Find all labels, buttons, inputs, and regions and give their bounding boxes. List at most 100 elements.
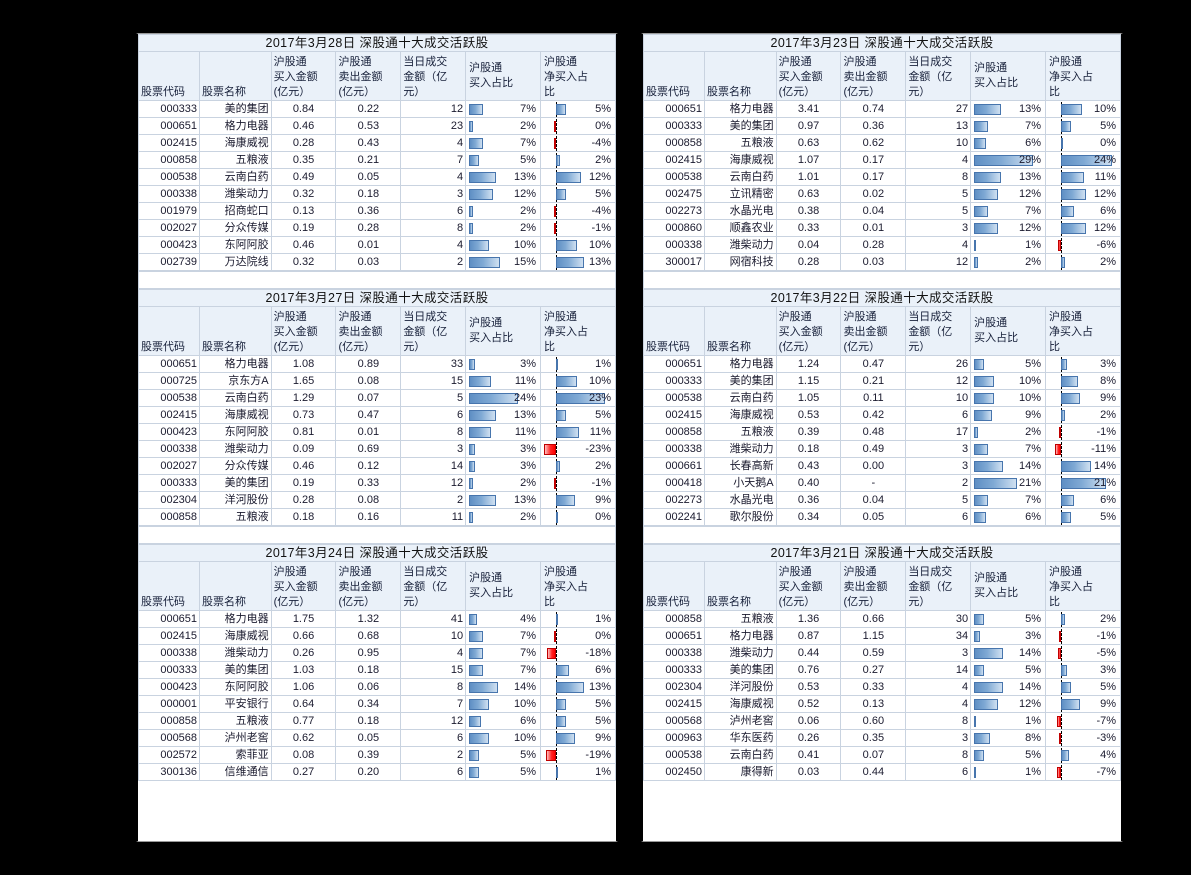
buy-ratio-bar-wrapper: 15%	[468, 255, 538, 270]
cell-turnover: 8	[400, 219, 467, 237]
cell-turnover: 33	[400, 355, 467, 373]
cell-sell-amount: 0.02	[840, 185, 907, 203]
cell-buy-amount: 0.43	[775, 457, 842, 475]
net-ratio-bar	[554, 120, 557, 132]
cell-sell-amount: 0.01	[840, 219, 907, 237]
net-ratio-cell: 1%	[540, 763, 616, 781]
header-stock-code-line-1: 股票代码	[646, 341, 690, 353]
buy-ratio-label: 5%	[520, 153, 537, 166]
header-turnover-line-2: 金额（亿	[908, 71, 953, 83]
buy-ratio-bar-wrapper: 10%	[468, 697, 538, 712]
net-ratio-cell: 10%	[540, 236, 616, 254]
header-sell-amount-line-2: 卖出金额	[338, 326, 383, 338]
buy-ratio-label: 14%	[1019, 680, 1042, 693]
header-sell-amount-line-2: 卖出金额	[843, 326, 888, 338]
buy-ratio-cell: 10%	[465, 236, 542, 254]
net-ratio-bar	[1060, 749, 1070, 761]
net-ratio-bar	[553, 205, 556, 217]
cell-sell-amount: 0.27	[840, 661, 907, 679]
net-ratio-bar	[1060, 205, 1074, 217]
net-ratio-bar-wrapper: 24%	[1048, 152, 1118, 168]
cell-stock-name: 五粮液	[199, 508, 272, 526]
buy-ratio-cell: 29%	[970, 151, 1047, 169]
buy-ratio-cell: 3%	[465, 355, 542, 373]
cell-buy-amount: 0.19	[270, 219, 337, 237]
cell-buy-amount: 0.32	[270, 185, 337, 203]
buy-ratio-label: 5%	[520, 748, 537, 761]
cell-sell-amount: 0.03	[335, 253, 402, 271]
net-ratio-bar-wrapper: 9%	[543, 492, 613, 508]
cell-buy-amount: 0.40	[775, 474, 842, 492]
cell-sell-amount: 0.60	[840, 712, 907, 730]
table-row: 000423 东阿阿胶 0.81 0.01 8 11% 11%	[137, 423, 616, 441]
net-ratio-bar-wrapper: 5%	[1048, 118, 1118, 134]
header-stock-name: 股票名称	[199, 51, 272, 101]
cell-turnover: 8	[905, 168, 972, 186]
buy-ratio-cell: 2%	[465, 474, 542, 492]
cell-stock-code: 000001	[137, 695, 201, 713]
buy-ratio-bar-wrapper: 10%	[973, 391, 1043, 406]
net-ratio-bar	[1057, 766, 1061, 778]
cell-buy-amount: 0.26	[775, 729, 842, 747]
net-ratio-bar-wrapper: 5%	[543, 186, 613, 202]
buy-ratio-bar-wrapper: 12%	[468, 187, 538, 202]
buy-ratio-bar-wrapper: 3%	[468, 357, 538, 372]
buy-ratio-bar-wrapper: 7%	[468, 663, 538, 678]
net-ratio-bar	[1059, 426, 1062, 438]
header-stock-name-line-1: 股票名称	[707, 596, 752, 608]
header-turnover-line-3: 元）	[403, 596, 426, 608]
cell-buy-amount: 0.09	[270, 440, 337, 458]
net-ratio-label: 3%	[1100, 357, 1116, 370]
cell-buy-amount: 1.15	[775, 372, 842, 390]
header-net-ratio-line-3: 比	[1049, 596, 1061, 608]
table-row: 000651 格力电器 1.75 1.32 41 4% 1%	[137, 610, 616, 628]
header-buy-ratio-line-2: 买入占比	[974, 77, 1019, 89]
buy-ratio-bar	[468, 647, 484, 659]
net-ratio-bar-wrapper: 6%	[1048, 492, 1118, 508]
table-row: 001979 招商蛇口 0.13 0.36 6 2% -4%	[137, 202, 616, 220]
header-turnover: 当日成交 金额（亿 元）	[905, 306, 972, 356]
net-ratio-label: 0%	[595, 629, 611, 642]
cell-sell-amount: 0.34	[335, 695, 402, 713]
header-net-ratio-line-3: 比	[544, 86, 556, 98]
cell-turnover: 14	[400, 457, 467, 475]
header-buy-ratio-line-1: 沪股通	[974, 62, 1008, 74]
header-turnover-line-2: 金额（亿	[908, 326, 953, 338]
buy-ratio-cell: 13%	[465, 491, 542, 509]
cell-buy-amount: 0.73	[270, 406, 337, 424]
cell-buy-amount: 0.06	[775, 712, 842, 730]
cell-sell-amount: 0.74	[840, 100, 907, 118]
buy-ratio-cell: 1%	[970, 236, 1047, 254]
table-row: 000538 云南白药 1.29 0.07 5 24% 23%	[137, 389, 616, 407]
cell-buy-amount: 0.63	[775, 134, 842, 152]
cell-stock-code: 000338	[137, 440, 201, 458]
buy-ratio-label: 11%	[514, 425, 537, 438]
cell-turnover: 10	[400, 627, 467, 645]
table-row: 000538 云南白药 0.49 0.05 4 13% 12%	[137, 168, 616, 186]
net-ratio-bar	[554, 630, 557, 642]
table-header-row: 股票代码 股票名称 沪股通 买入金额 (亿元） 沪股通 卖出金额 (亿元） 当日成交 金额（亿 元）…	[642, 306, 1121, 356]
cell-sell-amount: 0.05	[335, 729, 402, 747]
cell-sell-amount: 0.28	[840, 236, 907, 254]
cell-turnover: 6	[400, 729, 467, 747]
net-ratio-bar-wrapper: 5%	[543, 101, 613, 117]
buy-ratio-cell: 7%	[970, 202, 1047, 220]
header-buy-ratio: 沪股通 买入占比	[970, 561, 1047, 611]
net-ratio-bar-wrapper: 9%	[1048, 390, 1118, 406]
cell-stock-code: 000651	[137, 610, 201, 628]
buy-ratio-bar	[973, 409, 993, 421]
table-row: 000651 格力电器 0.87 1.15 34 3% -1%	[642, 627, 1121, 645]
buy-ratio-label: 5%	[1025, 612, 1042, 625]
cell-turnover: 6	[400, 763, 467, 781]
cell-buy-amount: 0.97	[775, 117, 842, 135]
table-row: 000651 格力电器 0.46 0.53 23 2% 0%	[137, 117, 616, 135]
buy-ratio-label: 5%	[1025, 663, 1042, 676]
table-2017-03-22: 2017年3月22日 深股通十大成交活跃股 股票代码 股票名称 沪股通 买入金额 (亿元）…	[642, 289, 1121, 526]
buy-ratio-cell: 1%	[970, 712, 1047, 730]
buy-ratio-bar	[468, 460, 475, 472]
net-ratio-bar	[555, 171, 582, 183]
table-row: 002273 水晶光电 0.38 0.04 5 7% 6%	[642, 202, 1121, 220]
cell-sell-amount: 0.44	[840, 763, 907, 781]
buy-ratio-bar-wrapper: 29%	[973, 153, 1043, 168]
table-row: 000338 潍柴动力 0.26 0.95 4 7% -18%	[137, 644, 616, 662]
